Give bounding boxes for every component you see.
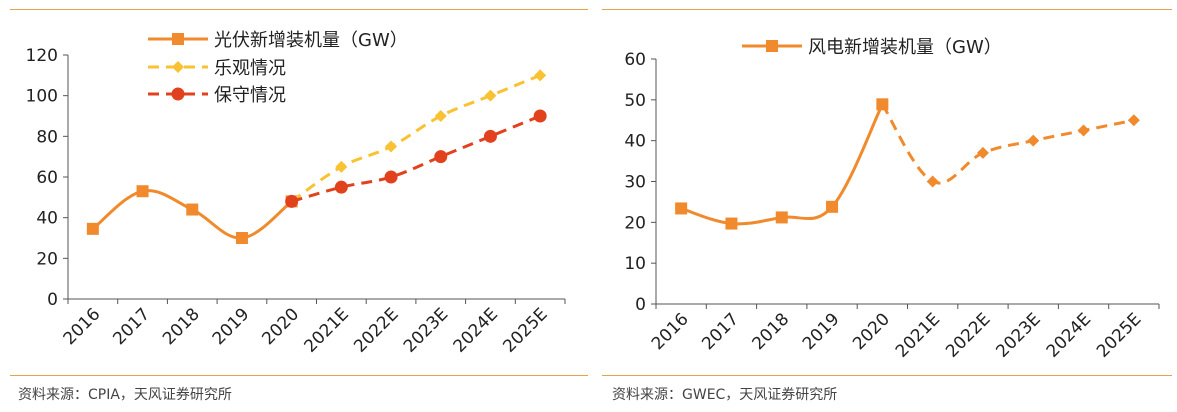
y-tick-label: 50 [624, 91, 646, 111]
source-note-right: 资料来源：GWEC，天风证券研究所 [612, 387, 838, 403]
x-tick-label: 2023E [992, 309, 1044, 361]
x-tick-label: 2025E [1093, 309, 1145, 361]
x-tick-label: 2025E [499, 304, 551, 356]
top-rule-left [10, 9, 588, 10]
data-point [1077, 124, 1090, 137]
x-tick-label: 2020 [258, 304, 303, 349]
series-2 [285, 109, 547, 208]
data-point [434, 110, 447, 122]
x-tick-label: 2016 [60, 304, 105, 349]
x-tick-label: 2019 [799, 309, 844, 354]
y-tick-label: 30 [624, 173, 646, 193]
x-tick-label: 2021E [892, 309, 944, 361]
x-tick-label: 2024E [450, 304, 502, 356]
legend-item: 光伏新增装机量（GW） [148, 30, 408, 51]
data-point [675, 202, 688, 215]
x-tick-label: 2020 [849, 309, 894, 354]
data-point [385, 140, 398, 153]
y-tick-label: 120 [26, 46, 58, 66]
y-tick-label: 60 [36, 168, 58, 188]
data-point [1127, 114, 1140, 127]
legend-item: 风电新增装机量（GW） [742, 37, 1002, 58]
data-point [534, 69, 547, 82]
data-point [876, 98, 889, 111]
x-tick-label: 2019 [209, 304, 254, 349]
x-tick-label: 2023E [400, 304, 452, 356]
x-tick-label: 2024E [1043, 309, 1095, 361]
y-tick-label: 20 [36, 249, 58, 269]
series-1 [876, 98, 1140, 188]
data-point [926, 175, 939, 188]
x-tick-label: 2018 [749, 309, 794, 354]
bottom-rule-left [10, 375, 588, 376]
source-note-left: 资料来源：CPIA，天风证券研究所 [18, 387, 232, 403]
x-tick-label: 2022E [350, 304, 402, 356]
chart-solar-installations: 0 20 40 60 80 100 120 2016 2017 2018 2019 20202021E… [26, 30, 566, 357]
series-1 [285, 69, 547, 208]
y-tick-label: 100 [26, 87, 58, 107]
y-tick-label: 60 [624, 50, 646, 70]
data-point [484, 89, 497, 102]
legend-label: 保守情况 [214, 85, 286, 106]
series-line [291, 114, 541, 203]
x-tick-label: 2018 [159, 304, 204, 349]
y-tick-label: 10 [624, 254, 646, 274]
y-tick-label: 0 [635, 295, 646, 315]
series-line [290, 73, 541, 203]
data-point [775, 211, 788, 224]
legend-item: 保守情况 [148, 85, 286, 106]
x-tick-label: 2017 [698, 309, 743, 354]
y-tick-label: 20 [624, 213, 646, 233]
data-point [725, 217, 738, 230]
legend-swatch-marker [171, 87, 185, 101]
legend-label: 光伏新增装机量（GW） [214, 30, 408, 51]
legend-label: 乐观情况 [214, 58, 286, 79]
data-point [533, 109, 547, 123]
x-tick-label: 2022E [942, 309, 994, 361]
data-point [136, 185, 149, 198]
data-point [334, 180, 348, 194]
series-0 [675, 98, 889, 230]
legend-swatch-marker [766, 40, 778, 52]
legend-swatch-marker [172, 61, 184, 73]
legend-item: 乐观情况 [148, 58, 286, 79]
series-line [881, 103, 1135, 185]
series-line [680, 103, 884, 226]
data-point [826, 200, 839, 213]
top-rule-right [602, 9, 1172, 10]
data-point [235, 232, 248, 244]
data-point [434, 150, 448, 164]
data-point [335, 160, 348, 173]
x-tick-label: 2017 [109, 304, 154, 349]
x-tick-label: 2016 [648, 309, 693, 354]
series-0 [86, 185, 298, 244]
data-point [384, 170, 398, 184]
y-tick-label: 80 [36, 127, 58, 147]
data-point [483, 129, 497, 143]
y-tick-label: 0 [47, 290, 58, 310]
legend-label: 风电新增装机量（GW） [808, 37, 1002, 58]
data-point [1027, 134, 1040, 147]
data-point [86, 222, 99, 235]
y-tick-label: 40 [624, 132, 646, 152]
data-point [285, 194, 299, 208]
data-point [976, 146, 989, 159]
legend-swatch-marker [172, 33, 184, 45]
y-tick-label: 40 [36, 209, 58, 229]
x-tick-label: 2021E [301, 304, 353, 356]
bottom-rule-right [602, 375, 1172, 376]
data-point [186, 203, 199, 216]
